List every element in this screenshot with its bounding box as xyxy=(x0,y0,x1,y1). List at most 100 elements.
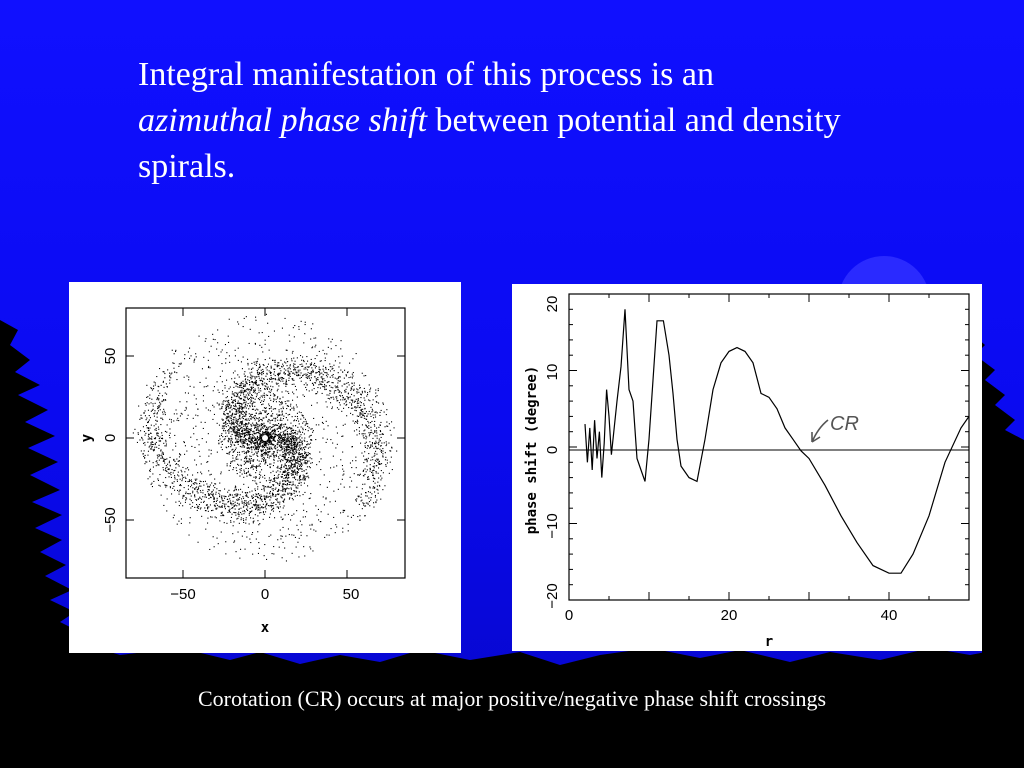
particle-point xyxy=(294,443,296,445)
particle-point xyxy=(262,434,264,436)
particle-point xyxy=(294,441,296,443)
particle-point xyxy=(246,383,248,385)
particle-point xyxy=(162,411,164,413)
particle-point xyxy=(334,360,336,362)
particle-point xyxy=(186,401,188,403)
particle-point xyxy=(286,487,288,489)
particle-point xyxy=(303,421,305,423)
particle-point xyxy=(262,511,264,513)
particle-point xyxy=(275,418,277,420)
particle-point xyxy=(273,447,275,449)
particle-point xyxy=(243,476,245,478)
particle-point xyxy=(234,441,236,443)
particle-point xyxy=(284,401,286,403)
particle-point xyxy=(166,424,168,426)
particle-point xyxy=(356,498,358,500)
particle-point xyxy=(163,460,165,462)
particle-point xyxy=(250,511,252,513)
particle-point xyxy=(336,432,338,434)
particle-point xyxy=(228,407,230,409)
particle-point xyxy=(268,433,270,435)
particle-point xyxy=(248,433,250,435)
particle-point xyxy=(367,476,369,478)
particle-point xyxy=(195,482,197,484)
particle-point xyxy=(293,393,295,395)
particle-point xyxy=(232,496,234,498)
particle-point xyxy=(247,443,249,445)
particle-point xyxy=(224,488,226,490)
particle-point xyxy=(299,461,301,463)
particle-point xyxy=(239,410,241,412)
particle-point xyxy=(297,437,299,439)
particle-point xyxy=(264,432,266,434)
particle-point xyxy=(340,395,342,397)
particle-point xyxy=(293,435,295,437)
particle-point xyxy=(284,547,286,549)
particle-point xyxy=(159,401,161,403)
particle-point xyxy=(301,441,303,443)
particle-point xyxy=(302,374,304,376)
particle-point xyxy=(352,514,354,516)
particle-point xyxy=(291,352,293,354)
particle-point xyxy=(353,473,355,475)
particle-point xyxy=(290,450,292,452)
particle-point xyxy=(303,368,305,370)
particle-point xyxy=(228,439,230,441)
particle-point xyxy=(262,433,264,435)
particle-point xyxy=(307,430,309,432)
particle-point xyxy=(169,375,171,377)
particle-point xyxy=(243,445,245,447)
particle-point xyxy=(226,419,228,421)
particle-point xyxy=(264,499,266,501)
particle-point xyxy=(301,524,303,526)
particle-point xyxy=(266,502,268,504)
particle-point xyxy=(227,405,229,407)
particle-point xyxy=(222,515,224,517)
particle-point xyxy=(297,445,299,447)
particle-point xyxy=(297,487,299,489)
particle-point xyxy=(246,419,248,421)
particle-point xyxy=(322,386,324,388)
particle-point xyxy=(290,441,292,443)
particle-point xyxy=(287,440,289,442)
particle-point xyxy=(289,492,291,494)
particle-point xyxy=(213,498,215,500)
particle-point xyxy=(239,407,241,409)
particle-point xyxy=(294,445,296,447)
particle-point xyxy=(271,436,273,438)
particle-point xyxy=(277,435,279,437)
particle-point xyxy=(237,412,239,414)
particle-point xyxy=(210,449,212,451)
particle-point xyxy=(296,446,298,448)
particle-point xyxy=(369,486,371,488)
particle-point xyxy=(270,376,272,378)
particle-point xyxy=(251,395,253,397)
particle-point xyxy=(192,487,194,489)
particle-point xyxy=(304,457,306,459)
particle-point xyxy=(366,415,368,417)
particle-point xyxy=(161,400,163,402)
particle-point xyxy=(204,510,206,512)
particle-point xyxy=(286,461,288,463)
particle-point xyxy=(242,418,244,420)
particle-point xyxy=(270,463,272,465)
particle-point xyxy=(199,490,201,492)
particle-point xyxy=(154,402,156,404)
particle-point xyxy=(274,495,276,497)
particle-point xyxy=(168,469,170,471)
particle-point xyxy=(207,491,209,493)
particle-point xyxy=(233,422,235,424)
particle-point xyxy=(260,435,262,437)
particle-point xyxy=(297,375,299,377)
particle-point xyxy=(259,523,261,525)
particle-point xyxy=(265,495,267,497)
particle-point xyxy=(332,387,334,389)
particle-point xyxy=(306,444,308,446)
particle-point xyxy=(241,403,243,405)
particle-point xyxy=(235,447,237,449)
particle-point xyxy=(235,392,237,394)
particle-point xyxy=(257,432,259,434)
particle-point xyxy=(363,504,365,506)
particle-point xyxy=(224,344,226,346)
particle-point xyxy=(221,403,223,405)
